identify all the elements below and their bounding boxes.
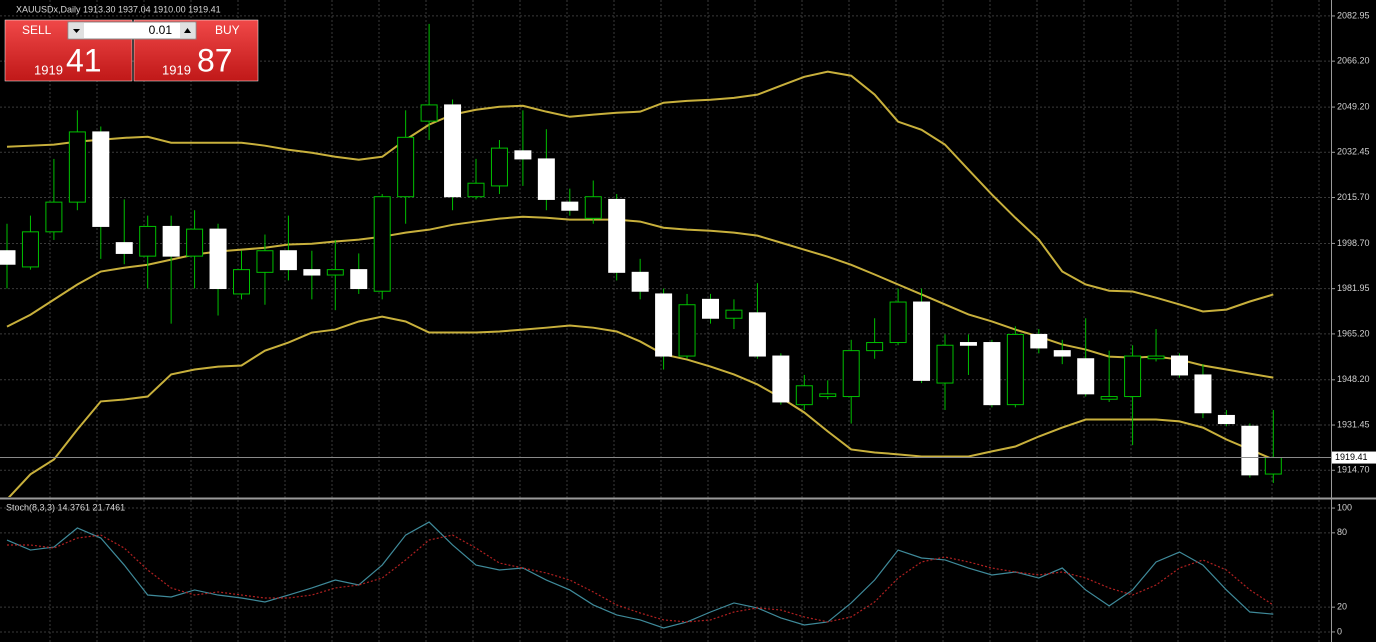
candle-body bbox=[936, 344, 954, 384]
candle-body bbox=[1030, 333, 1048, 349]
current-price-label: 1919.41 bbox=[1335, 452, 1368, 462]
candle-body bbox=[444, 104, 462, 198]
candle-body bbox=[467, 182, 485, 198]
candle-body bbox=[1264, 457, 1282, 475]
candle-body bbox=[209, 228, 227, 290]
candle-body bbox=[21, 231, 39, 268]
candle-body bbox=[913, 301, 931, 381]
stoch-line bbox=[6, 521, 1274, 629]
down-arrow bbox=[73, 29, 80, 33]
candle-body bbox=[748, 312, 766, 357]
candle-body bbox=[1006, 333, 1024, 406]
trade-panel: SELL BUY 0.01 1919 41 1919 87 bbox=[4, 19, 259, 82]
y-tick-label: 1914.70 bbox=[1337, 465, 1370, 475]
candle-body bbox=[819, 393, 837, 398]
candle-body bbox=[233, 269, 250, 295]
up-arrow bbox=[184, 28, 191, 33]
lot-input[interactable] bbox=[67, 21, 197, 40]
candle-body bbox=[1194, 374, 1212, 414]
y-tick-label: 1981.95 bbox=[1337, 283, 1370, 293]
candle-body bbox=[490, 147, 508, 187]
sell-label[interactable]: SELL bbox=[22, 23, 52, 37]
stoch-label: Stoch(8,3,3) 14.3761 21.7461 bbox=[6, 502, 125, 512]
candle-body bbox=[1077, 358, 1095, 395]
y-tick-label: 2082.95 bbox=[1337, 10, 1370, 20]
candle-body bbox=[795, 385, 813, 406]
candle-body bbox=[1147, 355, 1165, 360]
candle-body bbox=[678, 304, 696, 357]
candle-body bbox=[68, 131, 86, 203]
symbol-header: XAUUSDx,Daily 1913.30 1937.04 1910.00 19… bbox=[16, 4, 221, 14]
candle-body bbox=[326, 269, 344, 276]
candle-body bbox=[725, 309, 743, 319]
candle-body bbox=[1100, 396, 1118, 400]
candle-body bbox=[162, 225, 180, 257]
candle-body bbox=[350, 269, 368, 290]
candle-body bbox=[45, 201, 63, 233]
y-tick-label: 80 bbox=[1337, 527, 1347, 537]
price-axis: 2082.95 2066.20 2049.20 2032.45 2015.70 1998.… bbox=[1331, 10, 1376, 636]
bid-figure: 1919 bbox=[34, 62, 63, 77]
candle-body bbox=[1124, 355, 1142, 398]
y-tick-label: 2049.20 bbox=[1337, 101, 1370, 111]
candle-body bbox=[537, 158, 555, 200]
candle-body bbox=[1217, 414, 1235, 425]
candle-body bbox=[631, 271, 649, 292]
y-tick-label: 100 bbox=[1337, 502, 1352, 512]
candle-body bbox=[702, 298, 719, 319]
candle-body bbox=[842, 350, 860, 398]
candle-body bbox=[889, 301, 907, 344]
candle-body bbox=[397, 136, 415, 198]
y-tick-label: 1948.20 bbox=[1337, 374, 1370, 384]
bollinger-band bbox=[6, 70, 1274, 313]
candle-body bbox=[561, 201, 579, 211]
candle-body bbox=[420, 104, 438, 122]
candle-body bbox=[92, 131, 110, 227]
buy-label[interactable]: BUY bbox=[215, 23, 240, 37]
bollinger-band bbox=[7, 315, 1274, 497]
bid-pips: 41 bbox=[66, 42, 102, 78]
candle-body bbox=[983, 342, 1001, 406]
candle-body bbox=[959, 342, 977, 346]
y-tick-label: 1998.70 bbox=[1337, 238, 1370, 248]
y-tick-label: 1931.45 bbox=[1337, 419, 1370, 429]
candle-body bbox=[514, 150, 532, 160]
ask-pips: 87 bbox=[197, 42, 233, 78]
candle-body bbox=[139, 225, 157, 257]
stochastic-pane bbox=[6, 521, 1274, 629]
candle-body bbox=[0, 250, 16, 265]
lot-value[interactable]: 0.01 bbox=[149, 23, 173, 37]
y-tick-label: 2066.20 bbox=[1337, 56, 1370, 66]
y-tick-label: 1965.20 bbox=[1337, 328, 1370, 338]
y-tick-label: 2032.45 bbox=[1337, 147, 1370, 157]
candle-body bbox=[655, 293, 673, 357]
candle-body bbox=[115, 242, 133, 254]
candle-body bbox=[584, 196, 602, 219]
candle-body bbox=[303, 269, 321, 276]
candle-body bbox=[1053, 350, 1071, 357]
price-pane bbox=[0, 23, 1331, 497]
candle-body bbox=[279, 250, 297, 271]
ask-figure: 1919 bbox=[162, 62, 191, 77]
y-tick-label: 2015.70 bbox=[1337, 192, 1370, 202]
y-tick-label: 20 bbox=[1337, 602, 1347, 612]
candle-body bbox=[1171, 355, 1188, 376]
y-tick-label: 0 bbox=[1337, 626, 1342, 636]
current-price-box bbox=[1332, 451, 1376, 464]
candle-body bbox=[608, 198, 626, 273]
candle-body bbox=[256, 250, 274, 273]
stoch-line bbox=[7, 534, 1274, 623]
candle-body bbox=[1241, 425, 1259, 476]
candle-body bbox=[373, 196, 391, 292]
candle-body bbox=[186, 228, 204, 257]
candle-body bbox=[866, 342, 884, 352]
candle-body bbox=[772, 355, 790, 403]
